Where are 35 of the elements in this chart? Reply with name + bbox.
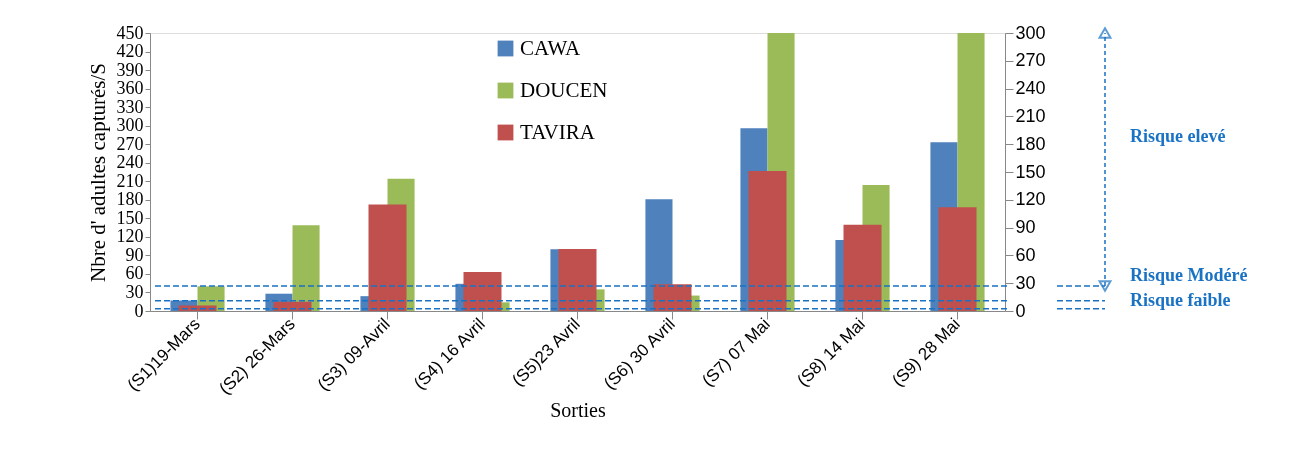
- y2-tick-label: 30: [1015, 272, 1036, 293]
- y-axis-title: Nbre d' adultes capturés/S: [85, 63, 110, 282]
- y-tick-label: 120: [116, 226, 144, 247]
- y-tick-label: 90: [125, 244, 144, 265]
- y-tick-label: 210: [116, 170, 144, 191]
- y2-tick-label: 60: [1015, 244, 1036, 265]
- y-tick-label: 0: [134, 300, 144, 321]
- y-tick-label: 330: [116, 96, 144, 117]
- legend-label: DOUCEN: [520, 77, 608, 102]
- text: Risque faible: [1130, 290, 1231, 310]
- legend-label: TAVIRA: [520, 119, 596, 144]
- y2-tick-label: 270: [1015, 50, 1046, 71]
- text: Risque elevé: [1130, 126, 1226, 146]
- y2-tick-label: 0: [1015, 300, 1026, 321]
- y-tick-label: 270: [116, 133, 144, 154]
- y-tick-label: 60: [125, 263, 144, 284]
- y2-tick-label: 120: [1015, 189, 1046, 210]
- y-tick-label: 180: [116, 189, 144, 210]
- y-tick-label: 360: [116, 78, 144, 99]
- text: Risque Modéré: [1130, 265, 1248, 285]
- y-tick-label: 450: [116, 22, 144, 43]
- y2-tick-label: 300: [1015, 22, 1046, 43]
- y-tick-label: 420: [116, 41, 144, 62]
- y-tick-label: 30: [125, 281, 144, 302]
- y-tick-label: 300: [116, 115, 144, 136]
- y-tick-label: 240: [116, 152, 144, 173]
- x-axis-title: Sorties: [550, 399, 606, 422]
- y2-tick-label: 240: [1015, 78, 1046, 99]
- y2-tick-label: 210: [1015, 105, 1046, 126]
- y2-tick-label: 90: [1015, 217, 1036, 238]
- legend-label: CAWA: [520, 35, 581, 60]
- y-tick-label: 390: [116, 59, 144, 80]
- y-tick-label: 150: [116, 207, 144, 228]
- y2-tick-label: 150: [1015, 161, 1046, 182]
- y2-tick-label: 180: [1015, 133, 1046, 154]
